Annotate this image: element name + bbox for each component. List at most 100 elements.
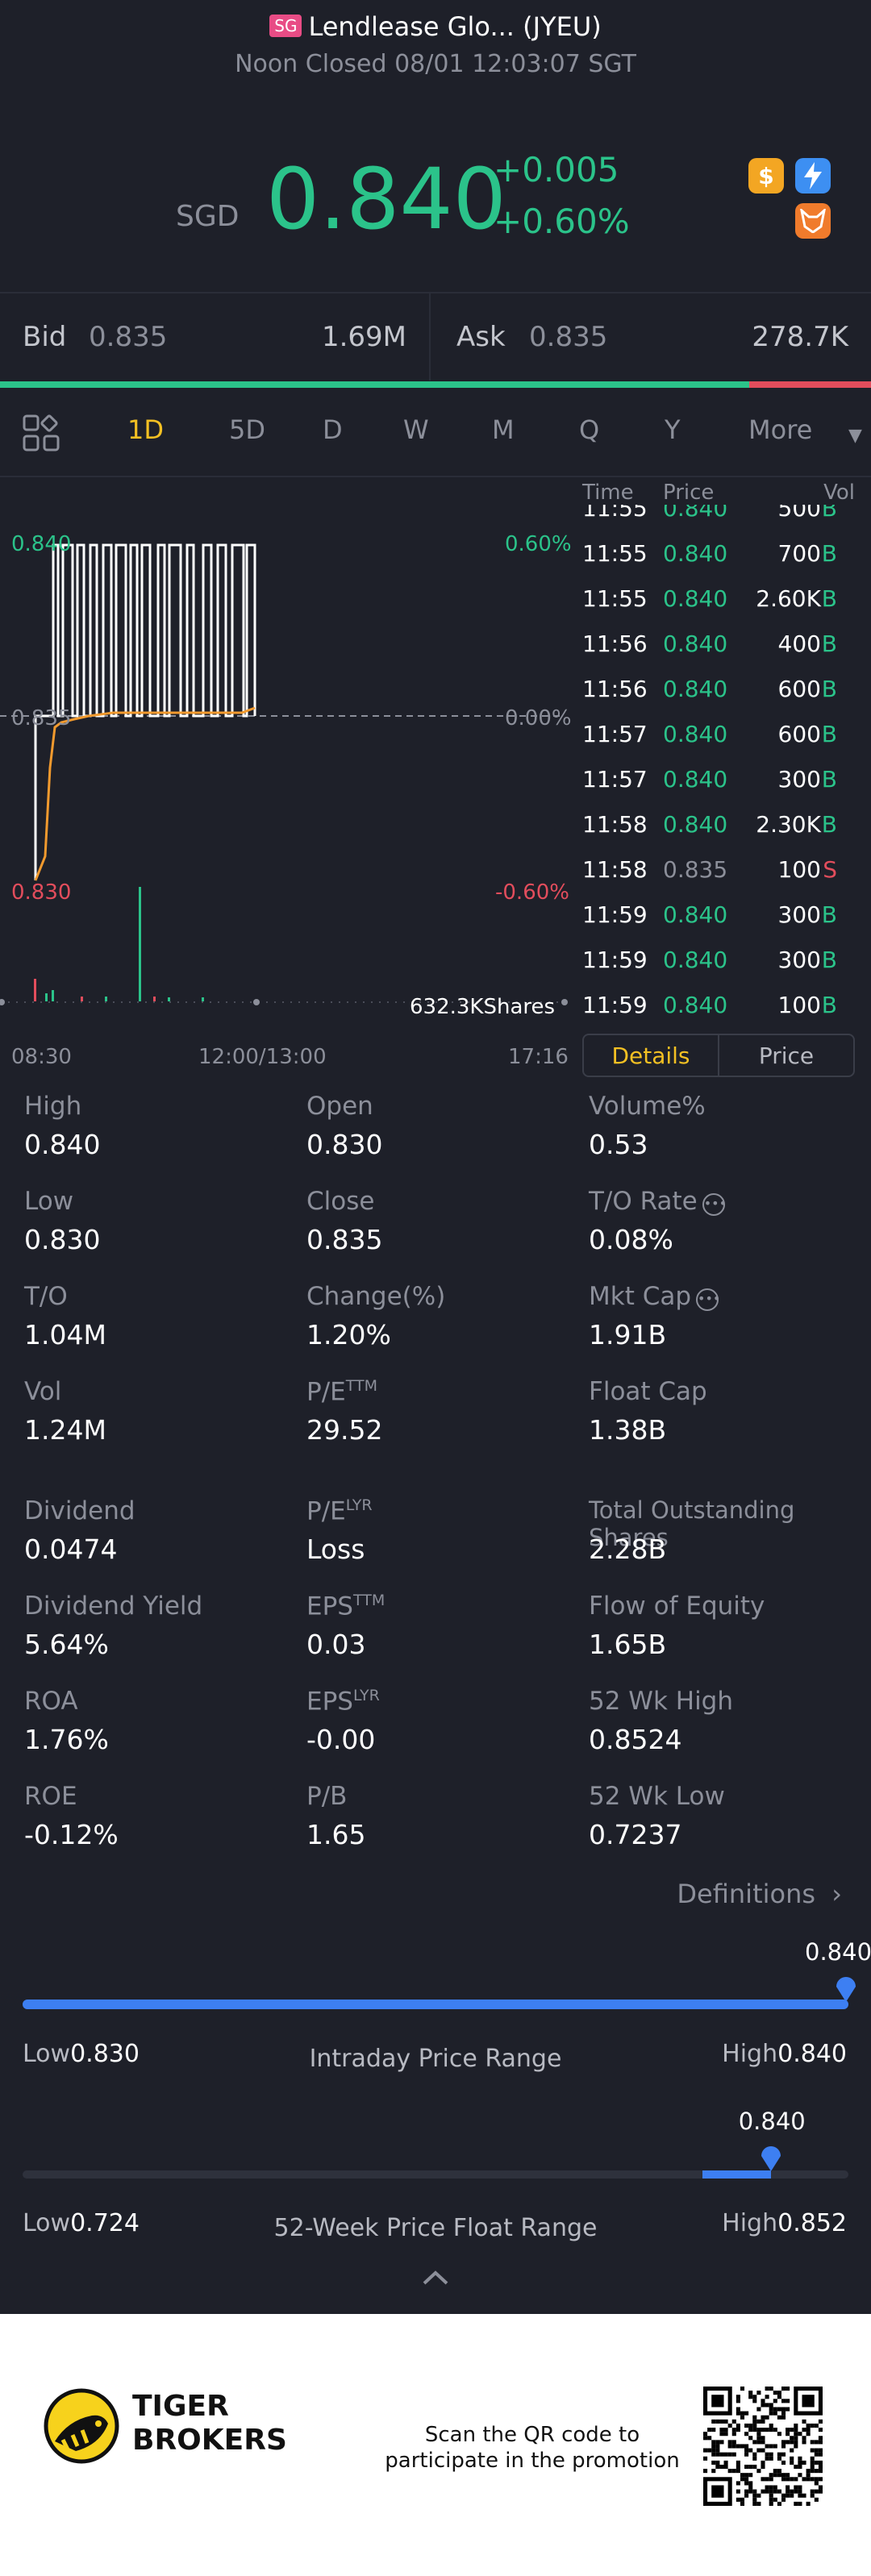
stat-epslyr-sup: LYR: [352, 1687, 380, 1704]
tab-more[interactable]: More: [748, 414, 813, 445]
session-break-dot: [253, 999, 260, 1005]
tab-y[interactable]: Y: [665, 414, 681, 445]
layout-grid-icon[interactable]: [23, 414, 60, 455]
stat-pe-text: P/E: [306, 1377, 346, 1407]
qr-code: [703, 2387, 823, 2506]
stat-52wk-high-label: 52 Wk High: [589, 1687, 734, 1716]
stat-high-label: High: [24, 1092, 82, 1121]
stat-52wk-low-value: 0.7237: [589, 1819, 682, 1850]
tick-side: B: [821, 811, 837, 838]
tab-d[interactable]: D: [323, 414, 343, 445]
stat-mkt-cap-label[interactable]: Mkt Cap •••: [589, 1282, 720, 1311]
volume-bar: [45, 993, 48, 1001]
tick-volume: 100: [777, 992, 821, 1018]
session-end-dot: [561, 999, 568, 1005]
stat-eps-sup: TTM: [352, 1592, 385, 1609]
stat-roa-value: 1.76%: [24, 1724, 109, 1755]
intraday-marker-pin-icon: [836, 1977, 856, 2002]
segment-details[interactable]: Details: [584, 1035, 719, 1076]
intraday-chart[interactable]: [0, 477, 574, 1058]
tick-volume: 600: [777, 721, 821, 747]
stat-float-cap-value: 1.38B: [589, 1414, 667, 1446]
tick-side: B: [821, 585, 837, 612]
week52-high-value: 0.852: [777, 2209, 847, 2237]
stat-eps-text: EPS: [306, 1592, 353, 1621]
stat-eps-lyr-value: -0.00: [306, 1724, 376, 1755]
intraday-low: Low0.830: [23, 2040, 140, 2068]
tick-row: 11:59 0.840 300 B: [581, 947, 855, 992]
definitions-text: Definitions: [677, 1879, 816, 1909]
tick-price: 0.840: [663, 811, 728, 838]
ticks-segmented-control[interactable]: Details Price: [582, 1034, 855, 1077]
tick-side: B: [821, 505, 837, 522]
stat-to-label: T/O: [24, 1282, 68, 1311]
brand-name: TIGER BROKERS: [132, 2390, 287, 2457]
tab-5d[interactable]: 5D: [229, 414, 265, 445]
tick-side: B: [821, 947, 837, 973]
tab-m[interactable]: M: [492, 414, 515, 445]
tick-volume: 700: [777, 540, 821, 567]
tick-row: 11:57 0.840 300 B: [581, 766, 855, 811]
tick-price: 0.840: [663, 505, 728, 522]
dollar-icon[interactable]: $: [748, 158, 784, 194]
week52-low-label: Low: [23, 2209, 71, 2237]
tick-row: 11:55 0.840 2.60K B: [581, 585, 855, 630]
stat-change-label: Change(%): [306, 1282, 446, 1311]
more-info-icon[interactable]: •••: [702, 1193, 727, 1216]
stat-52wk-high-value: 0.8524: [589, 1724, 682, 1755]
definitions-link[interactable]: Definitions ›: [677, 1879, 842, 1909]
tick-row: 11:59 0.840 300 B: [581, 901, 855, 947]
tick-time: 11:57: [582, 721, 648, 747]
tick-side: B: [821, 721, 837, 747]
tick-price: 0.840: [663, 585, 728, 612]
volume-bar: [153, 997, 156, 1001]
last-price: 0.840: [266, 150, 506, 248]
tab-1d[interactable]: 1D: [127, 414, 164, 445]
bid-volume-bar: [0, 381, 749, 388]
stat-to-rate-label[interactable]: T/O Rate •••: [589, 1187, 727, 1216]
volume-bar: [168, 997, 170, 1001]
tick-time: 11:58: [582, 856, 648, 883]
stat-change-value: 1.20%: [306, 1319, 391, 1350]
tick-time: 11:59: [582, 901, 648, 928]
bid-price: 0.835: [89, 321, 168, 353]
tick-price: 0.835: [663, 856, 728, 883]
tick-volume: 100: [777, 856, 821, 883]
week52-marker-value: 0.840: [738, 2108, 806, 2135]
week52-high: High0.852: [722, 2209, 847, 2237]
promo-line-1: Scan the QR code to: [424, 2423, 640, 2447]
tick-time: 11:58: [582, 811, 648, 838]
chevron-up-icon[interactable]: [421, 2269, 450, 2290]
lightning-icon[interactable]: [795, 158, 831, 194]
intraday-high-label: High: [722, 2040, 778, 2068]
more-info-icon[interactable]: •••: [696, 1288, 720, 1311]
ask-volume-bar: [749, 381, 871, 388]
bid-label: Bid: [23, 321, 67, 353]
segment-price[interactable]: Price: [758, 1042, 815, 1069]
chevron-down-icon[interactable]: ▼: [848, 426, 862, 446]
stat-pelyr-sup: LYR: [345, 1496, 373, 1514]
stat-to-rate-value: 0.08%: [589, 1224, 673, 1255]
tick-side: B: [821, 630, 837, 657]
fox-icon[interactable]: [795, 203, 831, 239]
stat-pe-ttm-label: P/ETTM: [306, 1377, 377, 1406]
tick-volume: 2.60K: [756, 585, 821, 612]
stat-open-value: 0.830: [306, 1129, 383, 1160]
bid-size: 1.69M: [321, 321, 406, 353]
stock-title[interactable]: SG Lendlease Glo... (JYEU): [0, 11, 871, 42]
intraday-range-title: Intraday Price Range: [309, 2045, 562, 2073]
stat-pe-sup: TTM: [345, 1377, 378, 1395]
market-status: Noon Closed 08/01 12:03:07 SGT: [235, 50, 636, 78]
stat-close-value: 0.835: [306, 1224, 383, 1255]
ticks-list[interactable]: 11:55 0.840 500 B 11:55 0.840 700 B 11:55 0.840 2.…: [581, 505, 871, 1026]
stat-dividend-value: 0.0474: [24, 1534, 118, 1565]
y-axis-mid-pct: 0.00%: [505, 706, 572, 730]
tick-price: 0.840: [663, 630, 728, 657]
tick-volume: 300: [777, 766, 821, 793]
tick-volume: 300: [777, 901, 821, 928]
tab-w[interactable]: W: [403, 414, 429, 445]
tick-side: S: [823, 856, 837, 883]
session-start-dot: [0, 999, 5, 1005]
tick-row: 11:59 0.840 100 B: [581, 992, 855, 1026]
tab-q[interactable]: Q: [579, 414, 600, 445]
